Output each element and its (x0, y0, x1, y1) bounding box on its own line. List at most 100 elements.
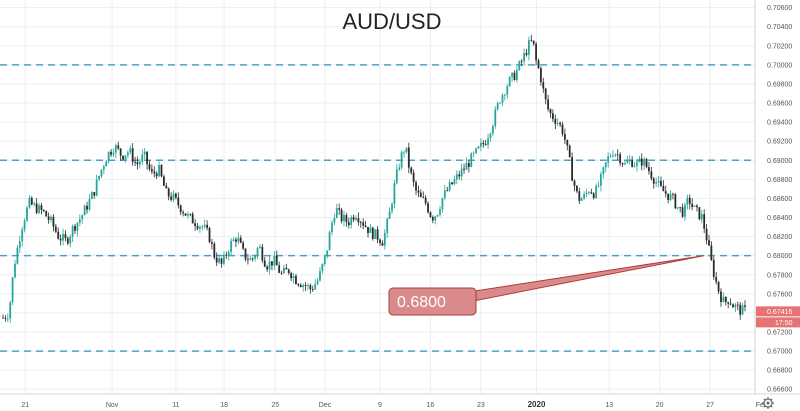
candle-body (199, 226, 201, 229)
candle-body (638, 158, 641, 163)
candle-body (76, 222, 79, 231)
candle-body (295, 275, 297, 285)
candle-body (177, 197, 180, 206)
candle-body (662, 185, 665, 192)
candle-body (311, 289, 314, 290)
candle-body (477, 146, 480, 149)
candle-body (386, 218, 389, 233)
candle-body (619, 154, 622, 164)
chart-title: AUD/USD (342, 9, 441, 34)
price-axis[interactable]: 0.70600 0.70400 0.70200 0.70000 0.69800 0.696… (754, 0, 792, 394)
callout-box[interactable] (388, 287, 477, 316)
price-tick-label: 0.69600 (767, 101, 792, 108)
candle-body (513, 72, 516, 80)
candle-body (280, 272, 283, 274)
candle-body (573, 180, 576, 186)
candle-body (319, 271, 321, 281)
candle-body (263, 260, 266, 267)
candle-body (357, 218, 360, 223)
candle-body (117, 145, 120, 149)
candle-body (383, 232, 386, 246)
last-price-tag: 0.67416 17:50 (756, 306, 800, 328)
horizontal-levels[interactable] (0, 64, 755, 352)
candle-body (90, 192, 93, 200)
price-tick-label: 0.67600 (767, 291, 792, 298)
candle-body (150, 169, 153, 172)
candle-body (355, 218, 357, 220)
candle-body (141, 154, 144, 162)
candle-body (174, 193, 177, 198)
price-tick-label: 0.67800 (767, 272, 792, 279)
candle-body (441, 198, 444, 210)
candle-body (369, 227, 372, 234)
time-axis[interactable]: 21 Nov 11 18 25 Dec 9 16 23 2020 13 20 27 Fe (0, 393, 800, 409)
candle-body (213, 243, 216, 258)
candle-body (674, 194, 677, 209)
candle-body (69, 236, 72, 244)
candle-body (78, 219, 81, 223)
time-tick-label: 25 (271, 402, 279, 409)
candle-body (114, 145, 117, 153)
time-tick-label: 21 (21, 402, 29, 409)
candle-body (129, 148, 132, 153)
time-tick-label: 11 (172, 402, 179, 409)
price-tick-label: 0.70600 (767, 5, 792, 12)
candle-body (727, 302, 730, 304)
candle-body (285, 267, 288, 270)
candle-body (597, 185, 600, 187)
candle-body (691, 203, 694, 207)
candle-body (708, 240, 710, 246)
candle-body (583, 193, 586, 199)
candle-body (215, 257, 218, 263)
candle-body (237, 237, 240, 242)
candle-body (124, 155, 127, 160)
candle-body (604, 162, 607, 168)
price-tick-label: 0.68200 (767, 234, 792, 241)
candle-body (316, 280, 319, 285)
candle-body (304, 285, 307, 287)
candle-body (323, 255, 326, 264)
candle-body (436, 214, 439, 217)
candle-body (681, 207, 684, 217)
candle-body (417, 190, 420, 193)
candle-body (292, 275, 295, 279)
candle-body (585, 192, 588, 194)
candle-body (182, 212, 184, 214)
candle-body (343, 215, 345, 222)
time-tick-label: 27 (706, 402, 714, 409)
candle-body (328, 232, 331, 251)
candle-body (628, 159, 631, 162)
candle-body (110, 151, 112, 155)
price-tick-label: 0.68800 (767, 177, 792, 184)
candle-body (494, 109, 497, 126)
candle-body (371, 227, 374, 239)
candle-body (208, 228, 211, 243)
candle-body (232, 239, 235, 242)
candle-body (710, 245, 713, 260)
candle-body (705, 228, 708, 241)
candle-body (470, 153, 473, 167)
candle-body (239, 237, 242, 243)
price-callout[interactable]: 0.6800 (388, 255, 705, 316)
candle-body (595, 185, 598, 198)
candle-body (729, 303, 732, 305)
price-tick-label: 0.70200 (767, 43, 792, 50)
candle-body (588, 192, 590, 194)
candle-body (235, 239, 237, 242)
candle-body (511, 72, 513, 77)
candle-body (191, 214, 194, 224)
candle-body (54, 226, 57, 232)
candle-body (381, 243, 384, 246)
candle-body (201, 226, 204, 228)
candle-body (105, 161, 108, 167)
candle-body (146, 151, 148, 165)
candle-body (350, 217, 353, 226)
candle-body (244, 248, 247, 260)
candle-body (261, 246, 264, 261)
candle-body (506, 86, 509, 95)
price-tick-label: 0.69800 (767, 81, 792, 88)
candle-body (650, 171, 653, 179)
candle-body (28, 197, 31, 208)
gear-icon[interactable] (762, 397, 774, 409)
